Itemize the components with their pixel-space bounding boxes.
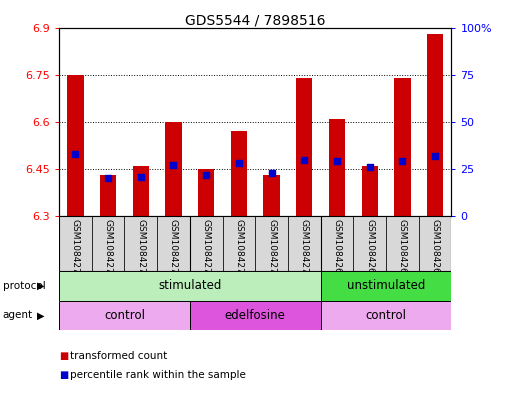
Bar (190, 301, 321, 330)
Point (333, 158, 341, 165)
Bar (231, 131, 247, 216)
Bar (427, 34, 443, 216)
Bar (263, 175, 280, 216)
Point (169, 162, 177, 168)
Bar (198, 169, 214, 216)
Bar (321, 216, 353, 271)
Text: GSM1084275: GSM1084275 (169, 219, 178, 279)
Text: percentile rank within the sample: percentile rank within the sample (70, 370, 246, 380)
Text: GSM1084273: GSM1084273 (104, 219, 112, 279)
Bar (100, 175, 116, 216)
Bar (329, 119, 345, 216)
Text: GSM1084274: GSM1084274 (136, 219, 145, 279)
Point (431, 152, 439, 159)
Text: GSM1084263: GSM1084263 (430, 219, 440, 279)
Point (300, 156, 308, 163)
Point (267, 170, 275, 176)
Point (202, 171, 210, 178)
Bar (321, 301, 451, 330)
Text: GSM1084272: GSM1084272 (71, 219, 80, 279)
Text: ▶: ▶ (37, 310, 45, 320)
Bar (362, 166, 378, 216)
Text: edelfosine: edelfosine (225, 309, 286, 322)
Text: control: control (366, 309, 406, 322)
Text: GSM1084277: GSM1084277 (234, 219, 243, 279)
Bar (92, 216, 125, 271)
Bar (255, 216, 288, 271)
Point (104, 175, 112, 182)
Text: transformed count: transformed count (70, 351, 168, 361)
Text: GSM1084262: GSM1084262 (398, 219, 407, 279)
Bar (296, 78, 312, 216)
Bar (132, 166, 149, 216)
Text: ■: ■ (59, 370, 68, 380)
Text: protocol: protocol (3, 281, 45, 291)
Point (71, 151, 80, 157)
Point (136, 173, 145, 180)
Bar (419, 216, 451, 271)
Bar (394, 78, 410, 216)
Text: GSM1084276: GSM1084276 (202, 219, 211, 279)
Bar (59, 271, 321, 301)
Bar (124, 216, 157, 271)
Bar (67, 75, 84, 216)
Text: agent: agent (3, 310, 33, 320)
Bar (59, 301, 190, 330)
Bar (157, 216, 190, 271)
Bar (190, 216, 223, 271)
Bar (223, 216, 255, 271)
Bar (288, 216, 321, 271)
Text: GSM1084278: GSM1084278 (267, 219, 276, 279)
Text: GSM1084261: GSM1084261 (365, 219, 374, 279)
Text: GSM1084260: GSM1084260 (332, 219, 342, 279)
Bar (353, 216, 386, 271)
Text: GSM1084279: GSM1084279 (300, 219, 309, 279)
Text: GDS5544 / 7898516: GDS5544 / 7898516 (185, 14, 325, 28)
Point (366, 164, 374, 170)
Text: ▶: ▶ (37, 281, 45, 291)
Text: unstimulated: unstimulated (347, 279, 425, 292)
Bar (59, 216, 92, 271)
Bar (321, 271, 451, 301)
Point (235, 160, 243, 167)
Text: control: control (104, 309, 145, 322)
Text: ■: ■ (59, 351, 68, 361)
Text: stimulated: stimulated (158, 279, 222, 292)
Bar (386, 216, 419, 271)
Bar (165, 122, 182, 216)
Point (398, 158, 406, 165)
